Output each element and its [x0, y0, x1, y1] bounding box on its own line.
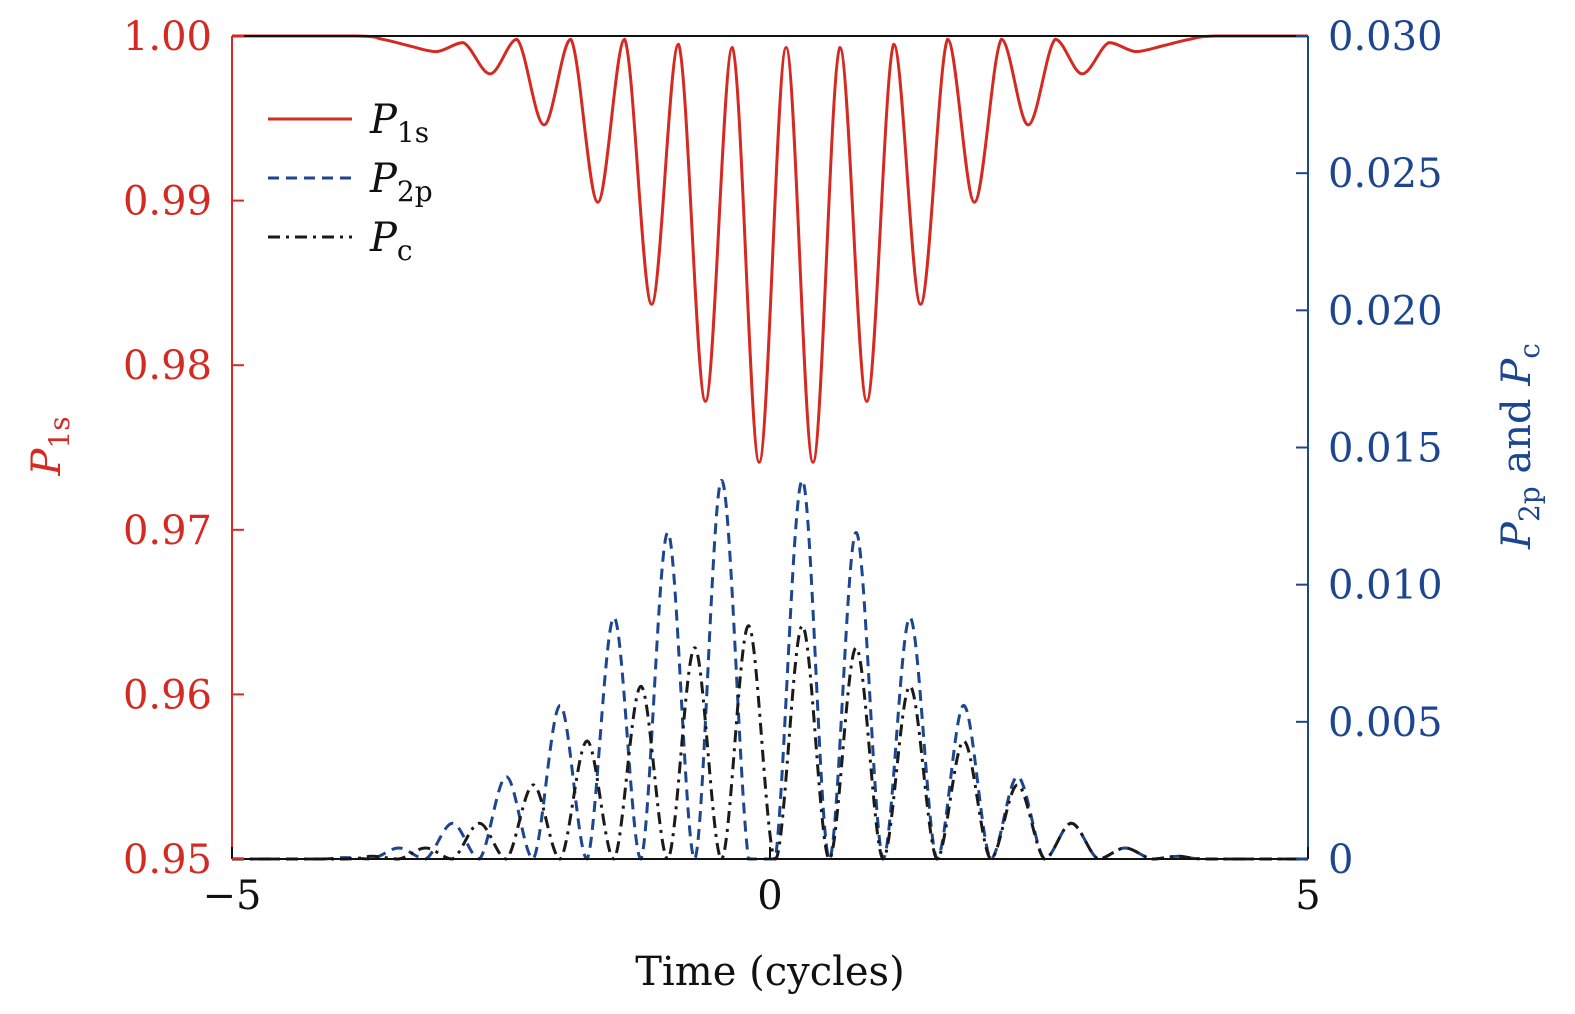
- legend-label-pc: Pc: [369, 215, 413, 267]
- series-line-p2p: [232, 478, 1308, 861]
- right-tick-label: 0.030: [1328, 14, 1443, 60]
- left-axis-title: P1s: [24, 416, 76, 476]
- series-line-p1s: [232, 34, 1308, 464]
- right-axis-title-mid: and: [1494, 386, 1540, 487]
- right-tick-label: 0.025: [1328, 151, 1443, 197]
- right-axis-title-sub-2: c: [1513, 343, 1546, 359]
- left-tick-label: 0.96: [123, 672, 212, 718]
- right-tick-label: 0.020: [1328, 288, 1443, 334]
- left-axis-title-main: P: [24, 448, 70, 477]
- legend-label-p2p: P2p: [369, 156, 433, 208]
- legend-label-p1s: P1s: [369, 97, 429, 149]
- right-axis-title-main-2: P: [1494, 358, 1540, 387]
- x-tick-label: 0: [757, 873, 782, 919]
- x-axis-title: Time (cycles): [635, 949, 904, 995]
- right-tick-label: 0: [1328, 837, 1353, 883]
- right-tick-label: 0.015: [1328, 426, 1443, 472]
- right-axis-title: P2p and Pc: [1494, 343, 1546, 550]
- left-tick-label: 0.98: [123, 343, 212, 389]
- right-tick-label: 0.005: [1328, 700, 1443, 746]
- x-tick-label: 5: [1295, 873, 1320, 919]
- x-tick-label: −5: [203, 873, 262, 919]
- series-line-pc: [232, 624, 1308, 861]
- right-axis-title-main-1: P: [1494, 521, 1540, 550]
- right-tick-label: 0.010: [1328, 563, 1443, 609]
- left-tick-label: 0.97: [123, 508, 212, 554]
- left-tick-label: 1.00: [123, 14, 212, 60]
- left-tick-label: 0.99: [123, 179, 212, 225]
- ticks-layer: −5 0 50.950.960.970.980.991.0000.0050.0100…: [123, 14, 1443, 919]
- left-axis-title-sub: 1s: [43, 416, 76, 448]
- legend: P1s P2p Pc: [268, 97, 433, 267]
- left-tick-label: 0.95: [123, 837, 212, 883]
- right-axis-title-sub-1: 2p: [1513, 486, 1546, 522]
